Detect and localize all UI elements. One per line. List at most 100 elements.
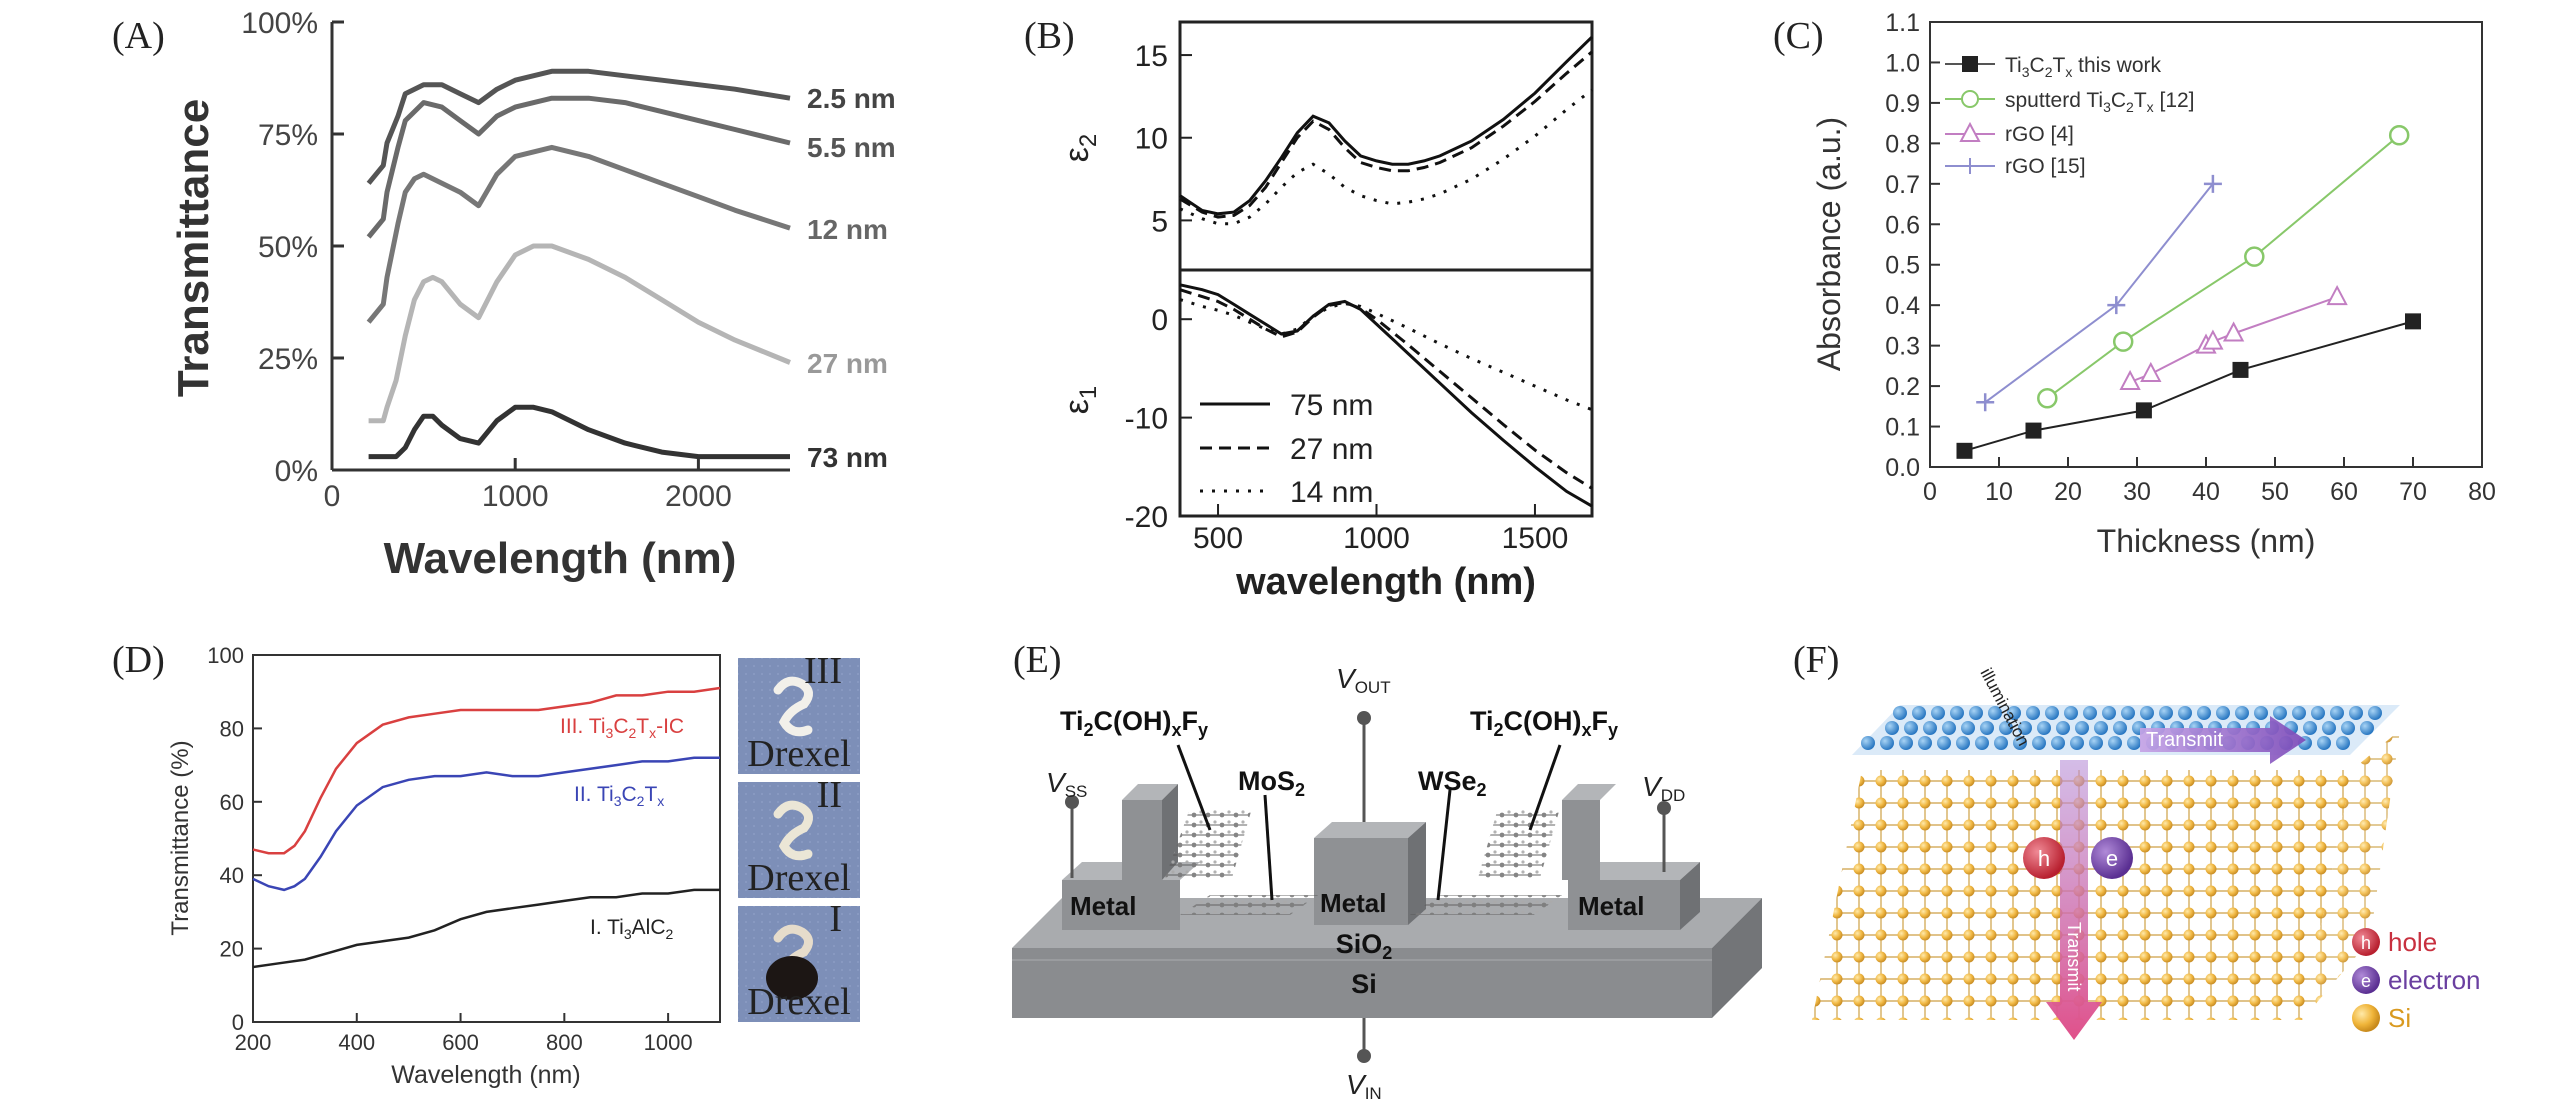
b-x-axis-title: wavelength (nm) [1235, 561, 1536, 603]
a-series-line-2 [366, 144, 791, 324]
c-legend-square [1962, 56, 1978, 72]
f-atom-blue [2102, 706, 2116, 720]
f-legend-electron-symbol: e [2361, 971, 2371, 991]
e-metal-left-label: Metal [1070, 891, 1136, 921]
f-atom-blue [1904, 721, 1918, 735]
a-series-lines [366, 68, 791, 460]
b-legend-14nm: 14 nm [1290, 476, 1373, 509]
c-legend-triangle [1959, 121, 1981, 142]
f-atom-blue [1885, 721, 1899, 735]
d-series-line-0 [252, 686, 721, 855]
panel-d: (D) 0 20 40 60 80 100 200 400 600 800 1000 Transm… [112, 639, 860, 1089]
f-atom-blue [1931, 706, 1945, 720]
f-si-lattice-side [2302, 730, 2400, 1020]
e-callout-right [1528, 744, 1562, 831]
f-atom-blue [2317, 736, 2331, 750]
c-point-circle [2388, 125, 2410, 146]
c-y-tick-label: 0.0 [1885, 454, 1920, 482]
b-x-ticks: 500 1000 1500 [1193, 504, 1568, 555]
d-photo-ii-caption: Drexel [747, 857, 850, 899]
f-atom-blue [1999, 721, 2013, 735]
d-y-tick-label: 0 [232, 1010, 244, 1035]
f-atom-blue [2311, 706, 2325, 720]
f-atom-blue [2108, 736, 2122, 750]
c-point-plus [2203, 174, 2222, 193]
c-point-triangle [2326, 284, 2348, 306]
d-photo-iii-numeral: III [804, 650, 842, 692]
f-atom-blue [1937, 736, 1951, 750]
d-y-tick-label: 60 [220, 790, 244, 815]
d-x-tick-label: 800 [546, 1030, 583, 1055]
f-atom-blue [2094, 721, 2108, 735]
c-y-tick-label: 1.1 [1885, 9, 1920, 37]
f-atom-blue [2083, 706, 2097, 720]
f-atom-blue [1861, 736, 1875, 750]
b-top-y-ticks: 5 10 15 [1135, 40, 1192, 238]
f-atom-blue [2368, 706, 2382, 720]
f-atom-blue [1980, 721, 1994, 735]
f-transmit-h-arrow [2140, 716, 2306, 764]
d-y-tick-label: 20 [220, 937, 244, 962]
f-atom-blue [1893, 706, 1907, 720]
c-legend: Ti3C2Tx this work sputterd Ti3C2Tx [12] … [1945, 54, 2195, 178]
f-atom-blue [2018, 721, 2032, 735]
a-x-ticks: 0 1000 2000 [324, 458, 732, 513]
c-x-tick-label: 20 [2054, 478, 2082, 506]
a-series-line-1 [366, 95, 791, 239]
b-legend-27nm: 27 nm [1290, 433, 1373, 466]
f-atom-blue [1880, 736, 1894, 750]
c-point-triangle [2140, 361, 2162, 382]
c-point-square [2232, 361, 2249, 378]
f-atom-blue [2360, 721, 2374, 735]
f-atom-blue [2064, 706, 2078, 720]
e-probe-vout-tip [1357, 711, 1371, 725]
b-top-series-2 [1179, 88, 1593, 226]
f-atom-blue [2178, 706, 2192, 720]
c-y-tick-label: 0.2 [1885, 373, 1920, 401]
f-atom-blue [2336, 736, 2350, 750]
c-y-ticks: 0.0 0.1 0.2 0.3 0.4 0.5 0.6 0.7 0.8 0.9 1.0 1.1 [1885, 9, 1940, 482]
c-x-tick-label: 70 [2399, 478, 2427, 506]
e-label-ti2c-left: Ti2C(OH)xFy [1060, 706, 1208, 740]
e-callout-mos2 [1263, 794, 1274, 901]
a-label-2p5nm: 2.5 nm [807, 83, 896, 114]
c-point-square [2405, 313, 2421, 330]
e-metal-center-side [1408, 822, 1426, 925]
e-label-wse2: WSe2 [1418, 766, 1487, 800]
c-point-triangle [2222, 321, 2245, 342]
b-bottom-y-tick-label: -10 [1125, 403, 1168, 436]
d-photo-i: I Drexel [738, 898, 860, 1023]
e-ti2c-left-flake [1165, 808, 1252, 878]
d-frame [252, 654, 721, 1023]
c-x-tick-label: 50 [2261, 478, 2289, 506]
b-bottom-y-axis-title: ε1 [1058, 386, 1102, 415]
f-atom-blue [1899, 736, 1913, 750]
c-point-square [2135, 402, 2152, 419]
c-y-tick-label: 0.6 [1885, 211, 1920, 239]
f-atom-blue [2037, 721, 2051, 735]
e-ti2c-right-flake [1478, 808, 1560, 878]
panel-letter-b: (B) [1024, 15, 1075, 57]
f-atom-blue [1988, 706, 2002, 720]
f-atom-blue [1956, 736, 1970, 750]
f-atom-blue [2330, 706, 2344, 720]
e-si-side [1712, 898, 1762, 1018]
c-y-tick-label: 0.9 [1885, 90, 1920, 118]
a-label-5p5nm: 5.5 nm [807, 132, 896, 163]
b-bottom-y-tick-label: 0 [1151, 304, 1168, 337]
f-atom-blue [2113, 721, 2127, 735]
c-point-circle [2244, 246, 2265, 267]
f-atom-blue [2197, 706, 2211, 720]
c-point-plus [2107, 296, 2126, 315]
f-legend-electron-dot [2352, 966, 2380, 994]
e-metal-right-pillar [1562, 800, 1600, 880]
f-atom-blue [2007, 706, 2021, 720]
f-hole-letter: h [2038, 846, 2050, 871]
f-atom-blue [2127, 736, 2141, 750]
c-point-triangle [2202, 329, 2224, 350]
e-label-si: Si [1351, 969, 1377, 999]
c-series [1956, 125, 2421, 459]
f-atom-blue [2349, 706, 2363, 720]
f-atom-blue [1918, 736, 1932, 750]
a-series-line-3 [368, 243, 791, 424]
